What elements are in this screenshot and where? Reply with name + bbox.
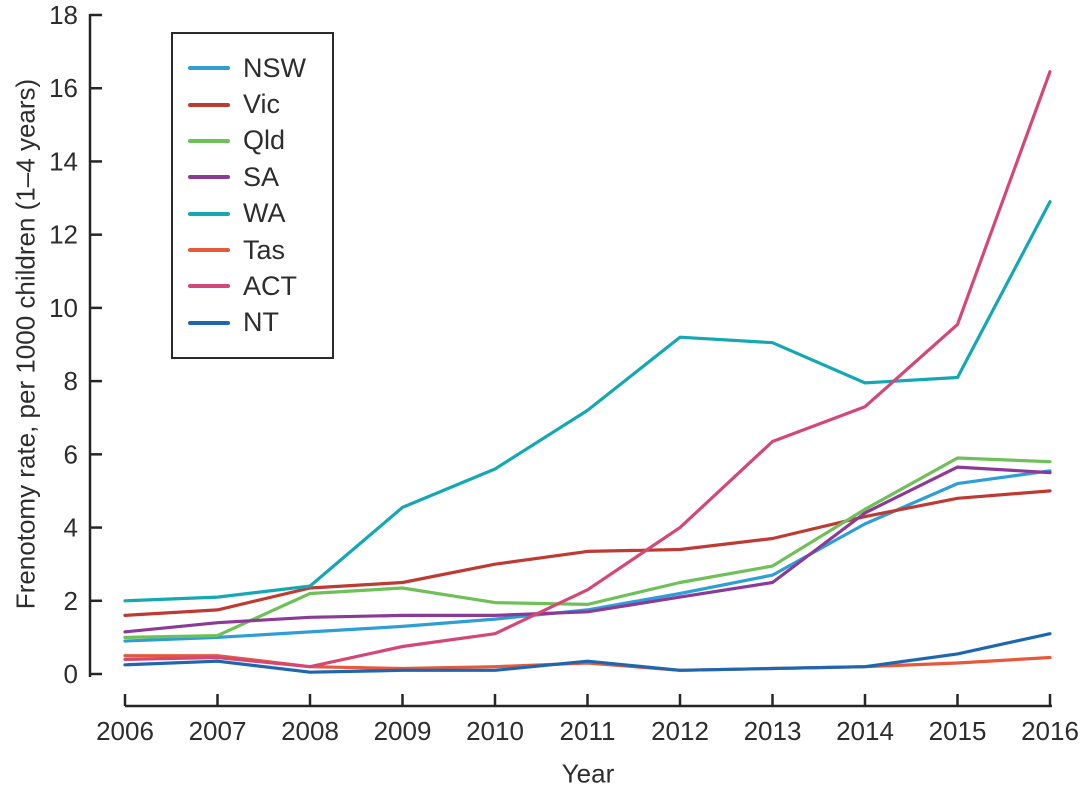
- y-tick-label: 18: [49, 0, 78, 30]
- y-tick-label: 16: [49, 73, 78, 103]
- legend-item-wa: WA: [173, 196, 332, 232]
- x-axis-label: Year: [561, 758, 615, 789]
- legend-label: NSW: [243, 52, 306, 83]
- y-tick-label: 6: [64, 439, 78, 469]
- legend-swatch-wa: [188, 211, 230, 216]
- legend-swatch-nt: [188, 320, 230, 325]
- legend-label: SA: [243, 161, 280, 192]
- y-tick-label: 2: [64, 586, 78, 616]
- legend-item-vic: Vic: [173, 86, 332, 122]
- x-tick-label: 2011: [560, 716, 616, 746]
- legend-item-nt: NT: [173, 305, 332, 341]
- legend-swatch-act: [188, 284, 230, 289]
- legend-item-tas: Tas: [173, 232, 332, 268]
- series-line-act: [123, 70, 1052, 669]
- y-tick-label: 10: [49, 293, 78, 323]
- y-tick-label: 4: [64, 513, 78, 543]
- legend-label: ACT: [243, 270, 297, 301]
- x-tick-label: 2012: [651, 716, 709, 746]
- series-line-nt: [123, 632, 1052, 674]
- legend-label: NT: [243, 307, 279, 338]
- x-tick-label: 2008: [281, 716, 339, 746]
- y-tick-label: 0: [64, 659, 78, 689]
- series-line-sa: [123, 465, 1052, 634]
- legend-swatch-tas: [188, 248, 230, 253]
- x-tick-label: 2007: [189, 716, 247, 746]
- legend-label: Qld: [243, 125, 286, 156]
- legend-swatch-vic: [188, 102, 230, 107]
- x-tick-label: 2016: [1021, 716, 1079, 746]
- x-tick-label: 2010: [466, 716, 524, 746]
- x-tick-label: 2013: [744, 716, 802, 746]
- legend-label: Vic: [243, 89, 281, 120]
- legend: NSW Vic Qld SA WA Tas ACT NT: [171, 32, 334, 359]
- legend-item-qld: Qld: [173, 123, 332, 159]
- series-line-qld: [123, 456, 1052, 640]
- x-tick-label: 2014: [836, 716, 894, 746]
- x-tick-label: 2009: [374, 716, 432, 746]
- legend-swatch-sa: [188, 175, 230, 180]
- legend-item-act: ACT: [173, 268, 332, 304]
- x-tick-label: 2006: [96, 716, 154, 746]
- legend-label: WA: [243, 198, 286, 229]
- legend-swatch-qld: [188, 138, 230, 143]
- legend-swatch-nsw: [188, 66, 230, 71]
- series-line-vic: [123, 489, 1052, 618]
- legend-label: Tas: [243, 234, 286, 265]
- y-axis-label: Frenotomy rate, per 1000 children (1–4 y…: [10, 78, 41, 610]
- y-tick-label: 14: [49, 146, 78, 176]
- y-tick-label: 12: [49, 220, 78, 250]
- x-tick-label: 2015: [929, 716, 987, 746]
- y-tick-label: 8: [64, 366, 78, 396]
- legend-item-nsw: NSW: [173, 50, 332, 86]
- legend-item-sa: SA: [173, 159, 332, 195]
